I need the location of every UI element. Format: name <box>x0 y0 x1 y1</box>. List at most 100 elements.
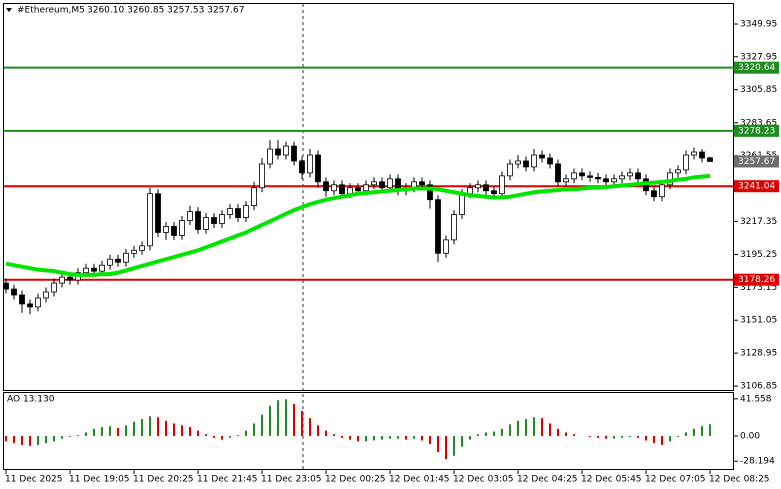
candle-body <box>595 176 601 180</box>
candle-body <box>355 187 361 192</box>
candle-body <box>451 214 457 241</box>
price-frame <box>3 3 734 391</box>
dropdown-icon[interactable] <box>6 8 12 12</box>
y-tick-label: 41.558 <box>740 394 772 404</box>
candle-body <box>515 160 521 165</box>
candle-body <box>579 172 585 177</box>
x-tick-label: 12 Dec 00:25 <box>325 475 386 485</box>
candle-body <box>259 163 265 189</box>
candle-body <box>523 160 529 168</box>
candle-body <box>507 163 513 177</box>
candle-body <box>203 217 209 230</box>
ao-title: AO 13.130 <box>7 395 55 405</box>
candle-body <box>67 276 73 281</box>
candle-body <box>587 175 593 178</box>
candle-body <box>627 172 633 177</box>
symbol-title: #Ethereum,M5 <box>17 6 85 16</box>
candle-body <box>59 276 65 284</box>
y-tick-label: 3151.05 <box>740 316 777 326</box>
x-tick-label: 12 Dec 04:25 <box>517 475 578 485</box>
candle-body <box>387 178 393 189</box>
candle-body <box>323 181 329 192</box>
candle-body <box>371 181 377 186</box>
candle-body <box>635 172 641 180</box>
level-tag-label: 3178.26 <box>738 275 775 285</box>
x-tick-label: 12 Dec 08:25 <box>709 475 770 485</box>
candle-body <box>243 205 249 218</box>
candle-body <box>443 239 449 254</box>
candle-body <box>459 193 465 215</box>
x-tick-label: 12 Dec 03:05 <box>453 475 514 485</box>
candle-body <box>475 184 481 189</box>
candle-body <box>611 178 617 183</box>
candle-body <box>707 157 713 162</box>
candle-body <box>619 175 625 180</box>
candle-body <box>131 249 137 254</box>
candle-body <box>659 184 665 198</box>
candle-body <box>27 303 33 308</box>
x-tick-label: 12 Dec 07:05 <box>645 475 706 485</box>
candle-body <box>139 245 145 251</box>
x-tick-label: 11 Dec 19:05 <box>69 475 130 485</box>
candle-body <box>51 282 57 293</box>
level-tag <box>734 124 779 137</box>
candle-body <box>19 294 25 305</box>
y-tick-label: -28.194 <box>740 457 775 467</box>
candle-body <box>291 145 297 162</box>
level-tag-label: 3278.23 <box>738 126 775 136</box>
candle-body <box>427 184 433 201</box>
candle-body <box>315 154 321 183</box>
candle-body <box>547 157 553 165</box>
y-tick-label: 3173.15 <box>740 283 777 293</box>
candle-body <box>539 154 545 159</box>
candle-body <box>147 193 153 247</box>
y-tick-label: 3128.95 <box>740 349 777 359</box>
candle-body <box>211 217 217 224</box>
candle-body <box>491 190 497 195</box>
price-tag <box>734 155 779 168</box>
candle-body <box>187 211 193 221</box>
moving-average <box>5 173 711 277</box>
candle-body <box>99 264 105 272</box>
candle-body <box>43 291 49 299</box>
candle-body <box>563 178 569 183</box>
candle-body <box>275 148 281 156</box>
level-tag-label: 3320.64 <box>738 63 775 73</box>
level-tag <box>734 180 779 193</box>
y-tick-label: 3283.65 <box>740 118 777 128</box>
candle-body <box>227 208 233 215</box>
candle-body <box>235 208 241 218</box>
y-tick-label: 3106.85 <box>740 382 777 392</box>
y-tick-label: 0.00 <box>740 432 760 442</box>
candle-body <box>83 267 89 274</box>
candle-body <box>499 175 505 195</box>
candle-body <box>179 220 185 236</box>
plot-layer: 3349.953327.953305.853283.653261.553239.… <box>3 20 779 485</box>
candle-body <box>419 181 425 186</box>
candle-body <box>331 184 337 192</box>
y-tick-label: 3349.95 <box>740 20 777 30</box>
y-tick-label: 3195.25 <box>740 250 777 260</box>
candle-body <box>307 154 313 174</box>
candle-body <box>571 172 577 180</box>
candle-body <box>299 160 305 174</box>
candle-body <box>163 226 169 233</box>
candle-body <box>171 226 177 236</box>
candle-body <box>363 184 369 192</box>
candle-body <box>603 178 609 183</box>
candle-body <box>531 154 537 168</box>
candle-body <box>379 181 385 189</box>
candle-body <box>651 190 657 198</box>
candle-body <box>283 145 289 156</box>
candle-body <box>3 282 9 290</box>
candle-body <box>267 148 273 165</box>
level-tag <box>734 61 779 74</box>
x-tick-label: 11 Dec 21:45 <box>197 475 258 485</box>
candle-body <box>467 187 473 195</box>
x-tick-label: 12 Dec 01:45 <box>389 475 450 485</box>
x-tick-label: 11 Dec 20:25 <box>133 475 194 485</box>
y-tick-label: 3327.95 <box>740 52 777 62</box>
candle-body <box>699 151 705 159</box>
